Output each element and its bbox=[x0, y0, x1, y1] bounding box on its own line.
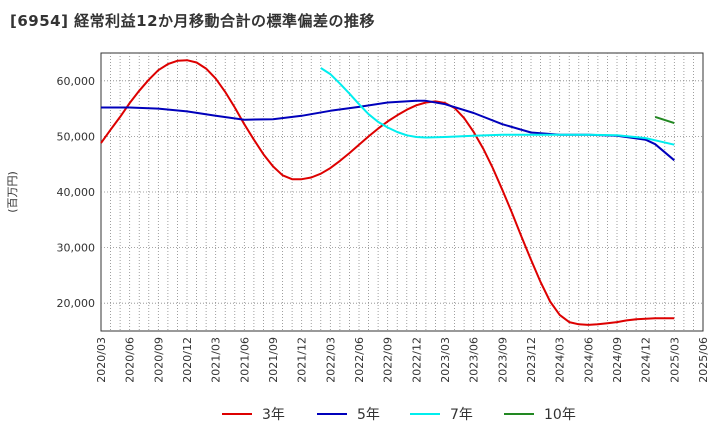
x-tick-label: 2022/09 bbox=[382, 337, 395, 383]
x-tick-label: 2021/06 bbox=[238, 337, 251, 383]
legend-label: 5年 bbox=[357, 407, 380, 423]
x-tick-label: 2025/06 bbox=[697, 337, 710, 383]
y-tick-label: 60,000 bbox=[57, 75, 96, 88]
x-tick-label: 2020/09 bbox=[152, 337, 165, 383]
series-lines bbox=[100, 59, 675, 326]
legend: 3年 5年 7年 10年 bbox=[222, 407, 576, 423]
x-tick-label: 2023/12 bbox=[525, 337, 538, 383]
legend-label: 10年 bbox=[544, 407, 576, 423]
x-tick-label: 2021/12 bbox=[296, 337, 309, 383]
x-tick-label: 2022/06 bbox=[353, 337, 366, 383]
x-tick-label: 2024/03 bbox=[554, 337, 567, 383]
series-line-7年 bbox=[320, 67, 675, 146]
x-tick-label: 2021/03 bbox=[210, 337, 223, 383]
legend-label: 7年 bbox=[450, 407, 473, 423]
x-tick-label: 2025/03 bbox=[668, 337, 681, 383]
x-tick-label: 2023/09 bbox=[496, 337, 509, 383]
grid-lines bbox=[101, 53, 703, 331]
x-tick-label: 2020/12 bbox=[181, 337, 194, 383]
y-tick-label: 30,000 bbox=[57, 242, 96, 255]
legend-label: 3年 bbox=[262, 407, 285, 423]
x-axis-ticks: 2020/03 2020/06 2020/09 2020/12 2021/03 2021/… bbox=[95, 337, 710, 383]
x-tick-label: 2021/09 bbox=[267, 337, 280, 383]
x-tick-label: 2022/12 bbox=[410, 337, 423, 383]
x-tick-label: 2024/09 bbox=[611, 337, 624, 383]
series-line-3年 bbox=[100, 59, 675, 326]
x-tick-label: 2020/03 bbox=[95, 337, 108, 383]
x-tick-label: 2024/06 bbox=[582, 337, 595, 383]
x-tick-label: 2024/12 bbox=[640, 337, 653, 383]
x-tick-label: 2022/03 bbox=[324, 337, 337, 383]
y-axis-ticks: 20,000 30,000 40,000 50,000 60,000 bbox=[57, 75, 96, 310]
series-line-10年 bbox=[654, 115, 675, 125]
y-axis-label: (百万円) bbox=[6, 171, 19, 213]
x-tick-label: 2023/03 bbox=[439, 337, 452, 383]
x-tick-label: 2020/06 bbox=[124, 337, 137, 383]
y-tick-label: 50,000 bbox=[57, 130, 96, 143]
y-tick-label: 40,000 bbox=[57, 186, 96, 199]
y-tick-label: 20,000 bbox=[57, 297, 96, 310]
x-tick-label: 2023/06 bbox=[468, 337, 481, 383]
chart-title: [6954] 経常利益12か月移動合計の標準偏差の推移 bbox=[10, 12, 376, 30]
series-line-5年 bbox=[101, 99, 675, 162]
